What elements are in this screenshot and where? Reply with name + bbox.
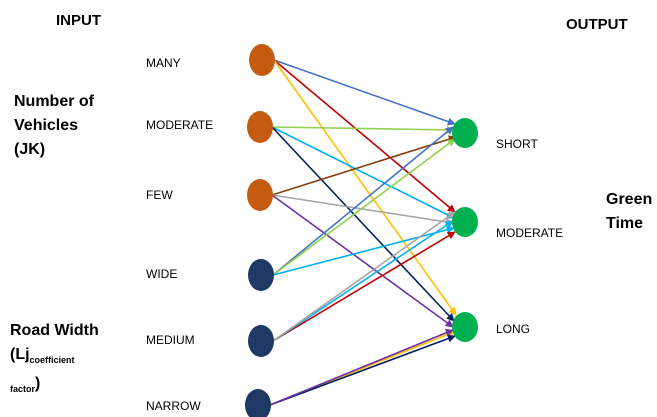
input-label-few: FEW bbox=[146, 188, 173, 202]
edge-5-to-2 bbox=[269, 334, 456, 406]
vehicles-group-label: Number of Vehicles (JK) bbox=[14, 90, 94, 162]
input-node-wide bbox=[248, 259, 274, 291]
green-time-line-2: Time bbox=[606, 215, 644, 232]
road-width-label-line-2: (Ljcoefficient bbox=[10, 343, 99, 372]
output-node-long bbox=[452, 312, 478, 342]
edge-4-to-1 bbox=[272, 211, 456, 342]
output-node-moderate bbox=[452, 207, 478, 237]
edge-5-to-2 bbox=[269, 329, 454, 406]
road-width-sub-2: factor bbox=[10, 384, 36, 395]
input-node-few bbox=[247, 179, 273, 211]
input-label-medium: MEDIUM bbox=[146, 333, 195, 347]
edge-0-to-1 bbox=[273, 59, 456, 213]
input-node-moderate bbox=[247, 111, 273, 143]
output-label-long: LONG bbox=[496, 322, 531, 336]
road-width-sub-1: coefficient bbox=[29, 355, 75, 366]
edge-1-to-2 bbox=[271, 126, 455, 322]
edge-1-to-0 bbox=[271, 125, 455, 134]
road-width-prefix: (Lj bbox=[10, 346, 30, 363]
node-layer bbox=[245, 44, 478, 417]
edge-0-to-2 bbox=[273, 59, 457, 316]
edge-2-to-2 bbox=[271, 194, 454, 328]
edge-3-to-0 bbox=[272, 126, 454, 276]
edge-0-to-0 bbox=[273, 59, 456, 126]
output-node-short bbox=[452, 118, 478, 148]
input-node-medium bbox=[248, 325, 274, 357]
green-time-group-label: Green Time bbox=[606, 188, 652, 236]
edge-1-to-1 bbox=[271, 126, 455, 219]
input-label-narrow: NARROW bbox=[146, 399, 201, 413]
green-time-line-1: Green bbox=[606, 191, 653, 208]
road-width-label-line-1: Road Width bbox=[10, 322, 99, 339]
road-width-group-label: Road Width (Ljcoefficient factor) bbox=[10, 319, 99, 401]
road-width-label-line-3: factor) bbox=[10, 372, 99, 401]
edge-2-to-0 bbox=[271, 135, 457, 196]
input-node-many bbox=[249, 44, 275, 76]
output-label-short: SHORT bbox=[496, 137, 538, 151]
input-label-many: MANY bbox=[146, 56, 181, 70]
vehicles-label-line-2: Vehicles bbox=[14, 117, 79, 134]
vehicles-label-line-1: Number of bbox=[14, 93, 94, 110]
edge-4-to-1 bbox=[272, 231, 456, 342]
vehicles-label-line-3: (JK) bbox=[14, 141, 46, 158]
output-header: OUTPUT bbox=[566, 16, 628, 33]
output-label-moderate: MODERATE bbox=[496, 226, 564, 240]
edge-layer bbox=[269, 59, 457, 406]
road-width-close: ) bbox=[35, 375, 41, 393]
input-header: INPUT bbox=[56, 12, 101, 29]
edge-4-to-1 bbox=[272, 220, 454, 342]
input-node-narrow bbox=[245, 389, 271, 417]
input-label-wide: WIDE bbox=[146, 267, 178, 281]
edge-3-to-0 bbox=[272, 138, 456, 276]
input-label-moderate: MODERATE bbox=[146, 118, 214, 132]
edge-3-to-1 bbox=[272, 225, 455, 276]
